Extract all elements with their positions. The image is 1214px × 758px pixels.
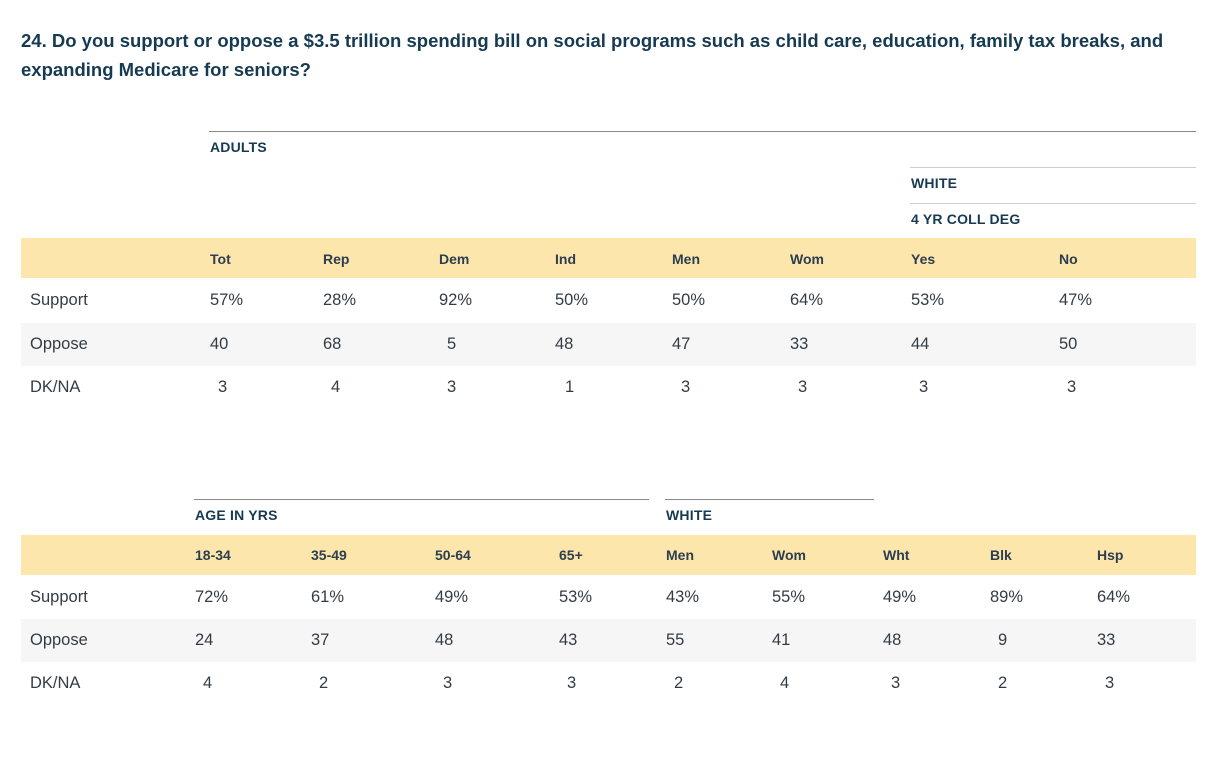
- column-header: Rep: [323, 251, 350, 267]
- group-rule-age: [194, 499, 649, 500]
- zebra-row-band: [21, 323, 1196, 366]
- group-label-coll-deg: 4 YR COLL DEG: [911, 211, 1021, 227]
- column-header: Men: [672, 251, 700, 267]
- table-cell: 4: [203, 674, 213, 692]
- table-cell: 50: [1059, 335, 1078, 353]
- table-cell: 3: [919, 378, 929, 396]
- column-header: Tot: [210, 251, 231, 267]
- table-cell: 3: [567, 674, 577, 692]
- table-cell: 44: [911, 335, 930, 353]
- column-header: 18-34: [195, 547, 231, 563]
- column-header: Hsp: [1097, 547, 1124, 563]
- table-cell: 50%: [672, 291, 706, 309]
- column-header: Men: [666, 547, 694, 563]
- group-rule-adults: [209, 131, 1196, 132]
- table-cell: 55%: [772, 588, 806, 606]
- table-cell: 24: [195, 631, 214, 649]
- row-label-support: Support: [30, 588, 88, 606]
- column-header: Blk: [990, 547, 1012, 563]
- row-label-oppose: Oppose: [30, 335, 88, 353]
- column-header-band: [21, 535, 1196, 575]
- group-label-white-2: WHITE: [666, 507, 713, 523]
- table-cell: 48: [555, 335, 574, 353]
- group-label-white: WHITE: [911, 175, 958, 191]
- table-cell: 53%: [911, 291, 945, 309]
- column-header: 35-49: [311, 547, 347, 563]
- table-cell: 57%: [210, 291, 244, 309]
- table-cell: 3: [218, 378, 228, 396]
- column-header: 50-64: [435, 547, 471, 563]
- table-cell: 61%: [311, 588, 345, 606]
- table-cell: 72%: [195, 588, 229, 606]
- table-cell: 43%: [666, 588, 700, 606]
- row-label-oppose: Oppose: [30, 631, 88, 649]
- table-cell: 64%: [1097, 588, 1131, 606]
- table-cell: 2: [674, 674, 684, 692]
- table-cell: 3: [891, 674, 901, 692]
- table-cell: 3: [798, 378, 808, 396]
- question-title: 24. Do you support or oppose a $3.5 tril…: [21, 30, 1164, 80]
- table-cell: 2: [319, 674, 329, 692]
- table-cell: 55: [666, 631, 685, 649]
- table-cell: 49%: [883, 588, 917, 606]
- table-cell: 37: [311, 631, 330, 649]
- table-cell: 4: [331, 378, 341, 396]
- table-cell: 48: [883, 631, 902, 649]
- zebra-row-band: [21, 619, 1196, 662]
- group-rule-white: [910, 167, 1196, 168]
- table-cell: 41: [772, 631, 791, 649]
- table-cell: 3: [443, 674, 453, 692]
- table-cell: 47: [672, 335, 691, 353]
- column-header: Wom: [790, 251, 824, 267]
- column-header: Yes: [911, 251, 936, 267]
- table-cell: 47%: [1059, 291, 1093, 309]
- table-cell: 33: [1097, 631, 1116, 649]
- table-cell: 64%: [790, 291, 824, 309]
- group-rule-coll-deg: [910, 203, 1196, 204]
- table-cell: 43: [559, 631, 578, 649]
- table-cell: 68: [323, 335, 342, 353]
- column-header-band: [21, 238, 1196, 278]
- row-label-support: Support: [30, 291, 88, 309]
- table-cell: 3: [1105, 674, 1115, 692]
- column-header: Wht: [883, 547, 910, 563]
- group-label-age: AGE IN YRS: [195, 507, 278, 523]
- table-cell: 3: [447, 378, 457, 396]
- column-header: Ind: [555, 251, 576, 267]
- table-cell: 40: [210, 335, 229, 353]
- column-header: No: [1059, 251, 1078, 267]
- table-cell: 49%: [435, 588, 469, 606]
- table-cell: 53%: [559, 588, 593, 606]
- row-label-dkna: DK/NA: [30, 674, 81, 692]
- column-header: Dem: [439, 251, 470, 267]
- column-header: 65+: [559, 547, 583, 563]
- table-cell: 5: [447, 335, 457, 353]
- table-cell: 1: [565, 378, 575, 396]
- table-cell: 48: [435, 631, 454, 649]
- row-label-dkna: DK/NA: [30, 378, 81, 396]
- table-cell: 28%: [323, 291, 357, 309]
- group-label-adults: ADULTS: [210, 139, 267, 155]
- table-cell: 33: [790, 335, 809, 353]
- table-cell: 4: [780, 674, 790, 692]
- table-cell: 9: [998, 631, 1008, 649]
- column-header: Wom: [772, 547, 806, 563]
- group-rule-white-2: [665, 499, 874, 500]
- table-cell: 2: [998, 674, 1008, 692]
- table-cell: 50%: [555, 291, 589, 309]
- table-cell: 92%: [439, 291, 473, 309]
- table-cell: 3: [1067, 378, 1077, 396]
- table-cell: 89%: [990, 588, 1024, 606]
- table-cell: 3: [681, 378, 691, 396]
